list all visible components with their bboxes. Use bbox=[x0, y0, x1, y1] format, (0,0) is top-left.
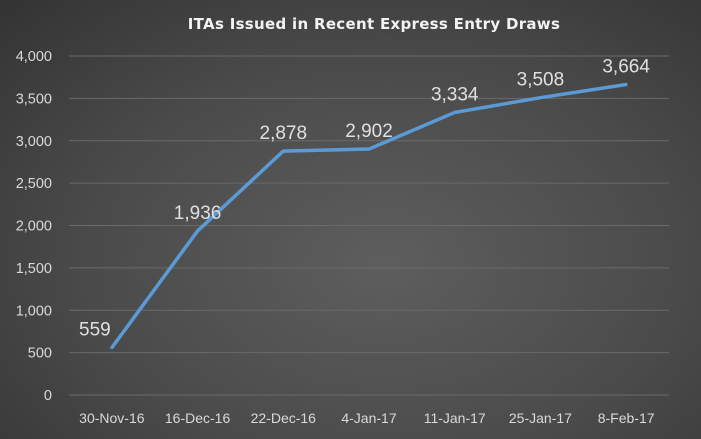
data-label: 2,902 bbox=[345, 121, 393, 142]
data-label: 3,508 bbox=[517, 70, 565, 91]
x-tick-label: 11-Jan-17 bbox=[424, 410, 486, 426]
data-point bbox=[110, 346, 114, 350]
data-label: 3,334 bbox=[431, 84, 479, 105]
x-tick-label: 30-Nov-16 bbox=[79, 410, 145, 426]
data-point bbox=[281, 149, 285, 153]
y-tick-label: 4,000 bbox=[16, 49, 52, 65]
y-tick-label: 500 bbox=[28, 346, 52, 362]
x-tick-label: 25-Jan-17 bbox=[509, 410, 572, 426]
x-tick-label: 16-Dec-16 bbox=[165, 410, 231, 426]
y-tick-label: 2,000 bbox=[16, 219, 52, 235]
data-label: 559 bbox=[79, 320, 111, 341]
data-point bbox=[367, 147, 371, 151]
y-tick-label: 1,000 bbox=[16, 303, 52, 319]
data-point bbox=[196, 229, 200, 233]
x-tick-label: 22-Dec-16 bbox=[251, 410, 317, 426]
y-tick-label: 3,000 bbox=[16, 134, 52, 150]
y-tick-label: 0 bbox=[44, 388, 52, 404]
data-point bbox=[538, 96, 542, 100]
x-tick-label: 8-Feb-17 bbox=[598, 410, 655, 426]
data-label: 1,936 bbox=[174, 203, 222, 224]
data-point bbox=[453, 110, 457, 114]
data-label: 2,878 bbox=[260, 123, 308, 144]
y-tick-label: 3,500 bbox=[16, 91, 52, 107]
data-point bbox=[624, 82, 628, 86]
data-label: 3,664 bbox=[602, 56, 650, 77]
x-tick-label: 4-Jan-17 bbox=[341, 410, 396, 426]
y-tick-label: 1,500 bbox=[16, 261, 52, 277]
y-tick-label: 2,500 bbox=[16, 176, 52, 192]
chart-title: ITAs Issued in Recent Express Entry Draw… bbox=[188, 15, 560, 33]
